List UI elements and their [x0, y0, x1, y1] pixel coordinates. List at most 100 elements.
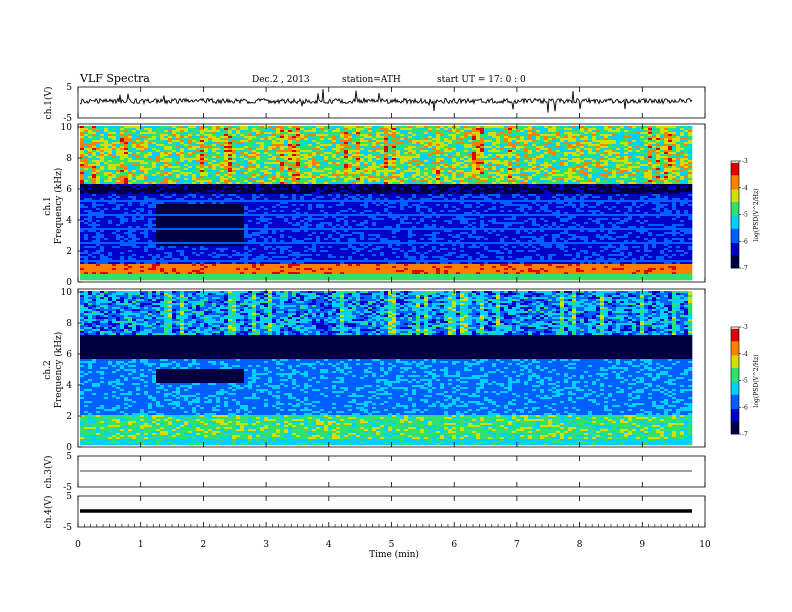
- spectrogram-cell: [132, 236, 136, 238]
- spectrogram-cell: [100, 268, 104, 270]
- spectrogram-cell: [96, 162, 100, 164]
- spectrogram-cell: [120, 192, 124, 194]
- spectrogram-cell: [156, 266, 160, 268]
- spectrogram-cell: [164, 230, 168, 232]
- spectrogram-cell: [100, 140, 104, 142]
- spectrogram-cell: [100, 174, 104, 176]
- spectrogram-cell: [136, 278, 140, 280]
- spectrogram-cell: [140, 136, 144, 138]
- spectrogram-cell: [80, 136, 84, 138]
- spectrogram-cell: [132, 216, 136, 218]
- spectrogram-cell: [120, 196, 124, 198]
- spectrogram-cell: [96, 208, 100, 210]
- spectrogram-cell: [116, 246, 120, 248]
- spectrogram-cell: [140, 140, 144, 142]
- spectrogram-cell: [100, 238, 104, 240]
- spectrogram-cell: [120, 248, 124, 250]
- spectrogram-cell: [144, 218, 148, 220]
- spectrogram-cell: [108, 220, 112, 222]
- spectrogram-cell: [104, 260, 108, 262]
- spectrogram-cell: [88, 128, 92, 130]
- spectrogram-cell: [112, 184, 116, 186]
- spectrogram-cell: [96, 264, 100, 266]
- spectrogram-cell: [116, 240, 120, 242]
- spectrogram-cell: [88, 144, 92, 146]
- spectrogram-cell: [148, 262, 152, 264]
- spectrogram-cell: [88, 230, 92, 232]
- spectrogram-cell: [88, 274, 92, 276]
- spectrogram-cell: [84, 128, 88, 130]
- spectrogram-cell: [80, 178, 84, 180]
- spectrogram-cell: [144, 198, 148, 200]
- spectrogram-cell: [116, 270, 120, 272]
- spectrogram-cell: [112, 200, 116, 202]
- spectrogram-cell: [164, 228, 168, 230]
- spectrogram-cell: [120, 276, 124, 278]
- spectrogram-cell: [164, 254, 168, 256]
- spectrogram-cell: [164, 210, 168, 212]
- spectrogram-cell: [144, 190, 148, 192]
- spectrogram-cell: [84, 222, 88, 224]
- spectrogram-cell: [160, 248, 164, 250]
- spectrogram-cell: [132, 128, 136, 130]
- spectrogram-cell: [104, 190, 108, 192]
- spectrogram-cell: [152, 238, 156, 240]
- spectrogram-cell: [136, 272, 140, 274]
- spectrogram-cell: [88, 242, 92, 244]
- spectrogram-cell: [120, 208, 124, 210]
- spectrogram-cell: [84, 164, 88, 166]
- spectrogram-cell: [80, 160, 84, 162]
- spectrogram-cell: [156, 262, 160, 264]
- spectrogram-cell: [96, 270, 100, 272]
- spectrogram-cell: [148, 226, 152, 228]
- spectrogram-cell: [156, 140, 160, 142]
- spectrogram-cell: [152, 192, 156, 194]
- spectrogram-cell: [128, 246, 132, 248]
- spectrogram-cell: [156, 142, 160, 144]
- spectrogram-cell: [140, 216, 144, 218]
- spectrogram-cell: [144, 228, 148, 230]
- spectrogram-cell: [104, 206, 108, 208]
- spectrogram-cell: [144, 142, 148, 144]
- spectrogram-cell: [108, 252, 112, 254]
- spectrogram-cell: [80, 274, 84, 276]
- spectrogram-cell: [128, 178, 132, 180]
- spectrogram-cell: [144, 174, 148, 176]
- spectrogram-cell: [152, 252, 156, 254]
- spectrogram-cell: [112, 178, 116, 180]
- spectrogram-cell: [132, 268, 136, 270]
- spectrogram-cell: [152, 134, 156, 136]
- spectrogram-cell: [128, 216, 132, 218]
- spectrogram-cell: [140, 214, 144, 216]
- spectrogram-cell: [128, 252, 132, 254]
- spectrogram-cell: [164, 152, 168, 154]
- spectrogram-cell: [116, 142, 120, 144]
- spectrogram-cell: [112, 138, 116, 140]
- spectrogram-cell: [124, 196, 128, 198]
- spectrogram-cell: [124, 222, 128, 224]
- spectrogram-cell: [120, 224, 124, 226]
- spectrogram-cell: [156, 154, 160, 156]
- spectrogram-cell: [112, 208, 116, 210]
- spectrogram-cell: [116, 174, 120, 176]
- spectrogram-cell: [96, 228, 100, 230]
- spectrogram-cell: [104, 198, 108, 200]
- spectrogram-cell: [80, 154, 84, 156]
- spectrogram-cell: [140, 230, 144, 232]
- spectrogram-cell: [148, 198, 152, 200]
- spectrogram-cell: [96, 216, 100, 218]
- spectrogram-cell: [112, 204, 116, 206]
- spectrogram-cell: [120, 160, 124, 162]
- spectrogram-cell: [84, 200, 88, 202]
- spectrogram-cell: [120, 230, 124, 232]
- spectrogram-cell: [88, 194, 92, 196]
- spectrogram-cell: [124, 262, 128, 264]
- spectrogram-cell: [116, 152, 120, 154]
- spectrogram-cell: [92, 266, 96, 268]
- spectrogram-cell: [120, 266, 124, 268]
- spectrogram-cell: [148, 184, 152, 186]
- spectrogram-cell: [136, 194, 140, 196]
- spectrogram-cell: [108, 254, 112, 256]
- spectrogram-cell: [136, 240, 140, 242]
- spectrogram-cell: [88, 150, 92, 152]
